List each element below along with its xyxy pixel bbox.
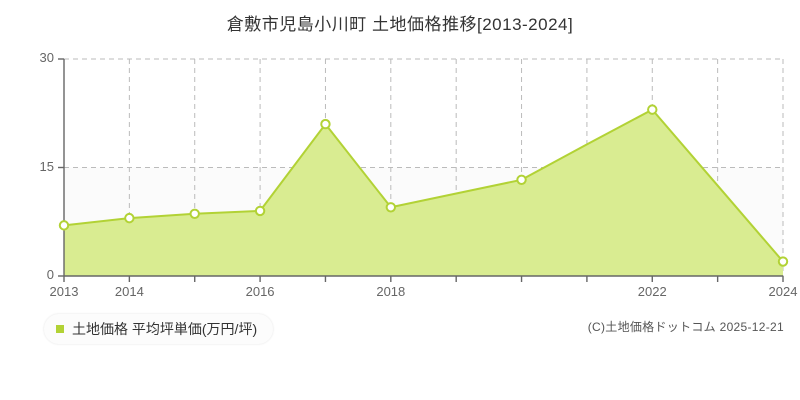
series-area-fill bbox=[64, 109, 783, 276]
data-point-marker bbox=[777, 256, 789, 267]
page-title: 倉敷市児島小川町 土地価格推移[2013-2024] bbox=[0, 10, 800, 35]
data-point-marker bbox=[320, 118, 331, 130]
y-axis-tick-label: 15 bbox=[39, 158, 54, 174]
chart-title-text: 倉敷市児島小川町 土地価格推移 bbox=[226, 15, 477, 34]
data-point-marker bbox=[189, 208, 200, 219]
series-line bbox=[63, 108, 784, 263]
chart-legend[interactable]: 土地価格 平均坪単価(万円/坪) bbox=[44, 314, 274, 344]
data-point-marker bbox=[516, 174, 527, 185]
data-point-marker bbox=[254, 205, 266, 217]
copyright-notice: (C)土地価格ドットコム 2025-12-21 bbox=[587, 320, 784, 334]
x-axis-tick-label: 2016 bbox=[245, 284, 275, 299]
x-axis-tick-label: 2014 bbox=[114, 284, 144, 299]
legend-swatch-icon bbox=[56, 325, 64, 333]
y-axis-tick-label: 0 bbox=[46, 267, 54, 282]
x-axis-tick-label: 2022 bbox=[637, 284, 667, 299]
data-point-marker bbox=[385, 202, 397, 213]
x-axis-tick-label: 2013 bbox=[49, 284, 79, 299]
x-axis-tick-label: 2018 bbox=[376, 284, 406, 299]
data-point-marker bbox=[124, 212, 135, 224]
data-point-marker bbox=[647, 104, 658, 115]
x-axis-tick-label: 2024 bbox=[768, 284, 798, 299]
chart-title-range: [2013-2024] bbox=[476, 15, 574, 34]
y-axis-tick-label: 30 bbox=[39, 50, 54, 65]
legend-label: 土地価格 平均坪単価(万円/坪) bbox=[72, 321, 258, 337]
data-point-marker bbox=[58, 220, 70, 231]
